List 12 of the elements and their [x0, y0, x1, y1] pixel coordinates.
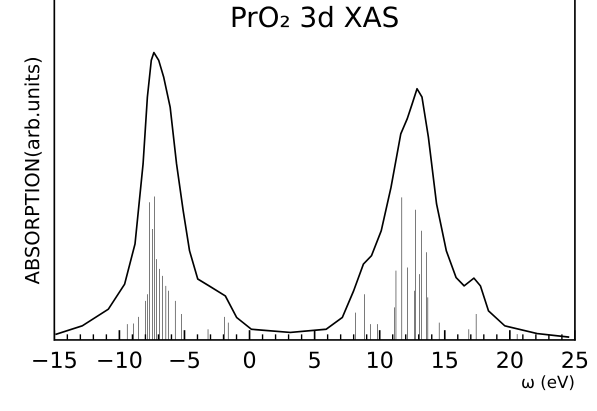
x-tick-label: −10 [98, 351, 142, 368]
x-tick-label: −5 [170, 352, 199, 368]
chart-title: PrO₂ 3d XAS [232, 6, 398, 28]
x-axis-title: ω (eV) [522, 375, 574, 390]
y-axis-title: ABSORPTION(arb.units) [24, 58, 42, 284]
x-tick-label: 25 [562, 351, 588, 368]
x-tick-label: 0 [244, 351, 256, 368]
x-tick-label: 10 [368, 351, 392, 368]
x-tick-label: −15 [33, 352, 76, 368]
x-tick-label: 5 [309, 352, 320, 368]
x-tick-label: 20 [497, 351, 522, 368]
x-tick-label: 15 [433, 352, 457, 368]
